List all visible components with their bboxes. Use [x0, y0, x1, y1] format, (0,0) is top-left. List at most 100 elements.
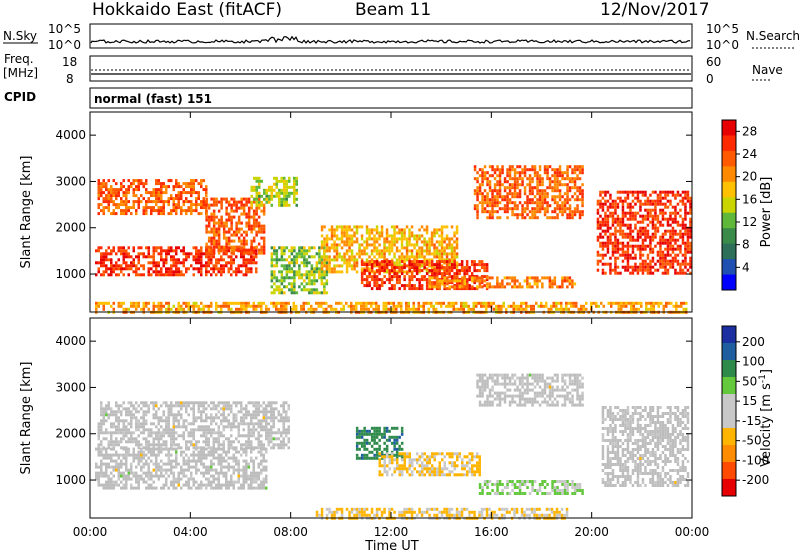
data-cell	[273, 276, 276, 280]
data-cell	[170, 255, 173, 259]
data-cell	[413, 269, 416, 273]
data-cell	[127, 255, 130, 259]
data-cell	[513, 282, 517, 286]
data-cell	[142, 264, 145, 268]
data-cell	[541, 195, 544, 199]
data-cell	[137, 261, 140, 265]
data-cell	[212, 242, 216, 246]
data-cell	[513, 204, 517, 208]
data-cell	[616, 244, 620, 248]
data-cell	[378, 261, 381, 265]
data-cell	[345, 243, 349, 247]
data-cell	[207, 270, 210, 274]
data-cell	[418, 246, 421, 250]
data-cell	[212, 453, 215, 457]
data-cell	[235, 221, 238, 225]
data-cell	[445, 260, 449, 264]
data-cell	[423, 266, 426, 270]
data-cell	[110, 465, 113, 469]
data-cell	[430, 240, 434, 244]
data-cell	[257, 224, 261, 228]
data-cell	[551, 198, 554, 202]
data-cell	[543, 195, 547, 199]
data-cell	[105, 197, 108, 201]
data-cell	[488, 180, 492, 184]
data-cell	[378, 231, 381, 235]
data-cell	[247, 218, 251, 222]
data-cell	[140, 179, 143, 183]
data-cell	[160, 258, 163, 262]
data-cell	[137, 483, 140, 487]
data-cell	[528, 168, 532, 172]
data-cell	[481, 198, 484, 202]
data-cell	[666, 223, 670, 227]
data-cell	[313, 255, 316, 259]
data-cell	[649, 244, 652, 248]
data-cell	[679, 208, 682, 212]
data-cell	[375, 281, 379, 285]
data-cell	[152, 258, 155, 262]
data-cell	[483, 269, 486, 273]
data-cell	[621, 199, 625, 203]
data-cell	[210, 450, 213, 454]
data-cell	[200, 252, 203, 256]
data-cell	[222, 267, 225, 271]
data-cell	[323, 249, 326, 253]
data-cell	[649, 214, 652, 218]
data-cell	[435, 255, 439, 259]
data-cell	[293, 279, 296, 283]
freq-label-line1: Freq.	[4, 52, 34, 66]
data-cell	[180, 453, 183, 457]
data-cell	[252, 477, 255, 481]
data-cell	[348, 246, 351, 250]
data-cell	[237, 462, 240, 466]
data-cell	[578, 189, 582, 193]
data-cell	[661, 259, 665, 263]
data-cell	[551, 279, 554, 283]
data-cell	[252, 301, 255, 305]
data-cell	[448, 240, 451, 244]
data-cell	[195, 191, 198, 195]
data-cell	[601, 217, 605, 221]
data-cell	[310, 307, 313, 311]
data-cell	[681, 238, 685, 242]
data-cell	[157, 301, 160, 305]
data-cell	[230, 474, 233, 478]
data-cell	[210, 301, 213, 305]
data-cell	[192, 465, 195, 469]
data-cell	[110, 471, 113, 475]
data-cell	[105, 255, 108, 259]
data-cell	[624, 268, 627, 272]
data-cell	[656, 196, 660, 200]
data-cell	[380, 249, 384, 253]
data-cell	[192, 203, 195, 207]
data-cell	[546, 168, 549, 172]
data-cell	[636, 229, 640, 233]
data-cell	[558, 210, 562, 214]
data-cell	[377, 304, 380, 308]
data-cell	[659, 250, 662, 254]
data-cell	[100, 252, 103, 256]
data-cell	[347, 304, 350, 308]
data-cell	[348, 237, 351, 241]
data-cell	[97, 465, 100, 469]
data-cell	[310, 279, 314, 283]
data-cell	[689, 205, 692, 209]
data-cell	[498, 207, 502, 211]
data-cell	[97, 194, 100, 198]
data-cell	[172, 185, 175, 189]
data-cell	[290, 261, 294, 265]
data-cell	[491, 192, 494, 196]
data-cell	[102, 197, 105, 201]
data-cell	[614, 226, 617, 230]
data-cell	[172, 188, 175, 192]
data-cell	[498, 282, 502, 286]
data-cell	[418, 260, 421, 264]
data-cell	[295, 258, 299, 262]
data-cell	[604, 223, 607, 227]
data-cell	[313, 291, 316, 295]
data-cell	[428, 240, 431, 244]
data-cell	[614, 271, 617, 275]
data-cell	[315, 261, 319, 265]
data-cell	[172, 261, 175, 265]
